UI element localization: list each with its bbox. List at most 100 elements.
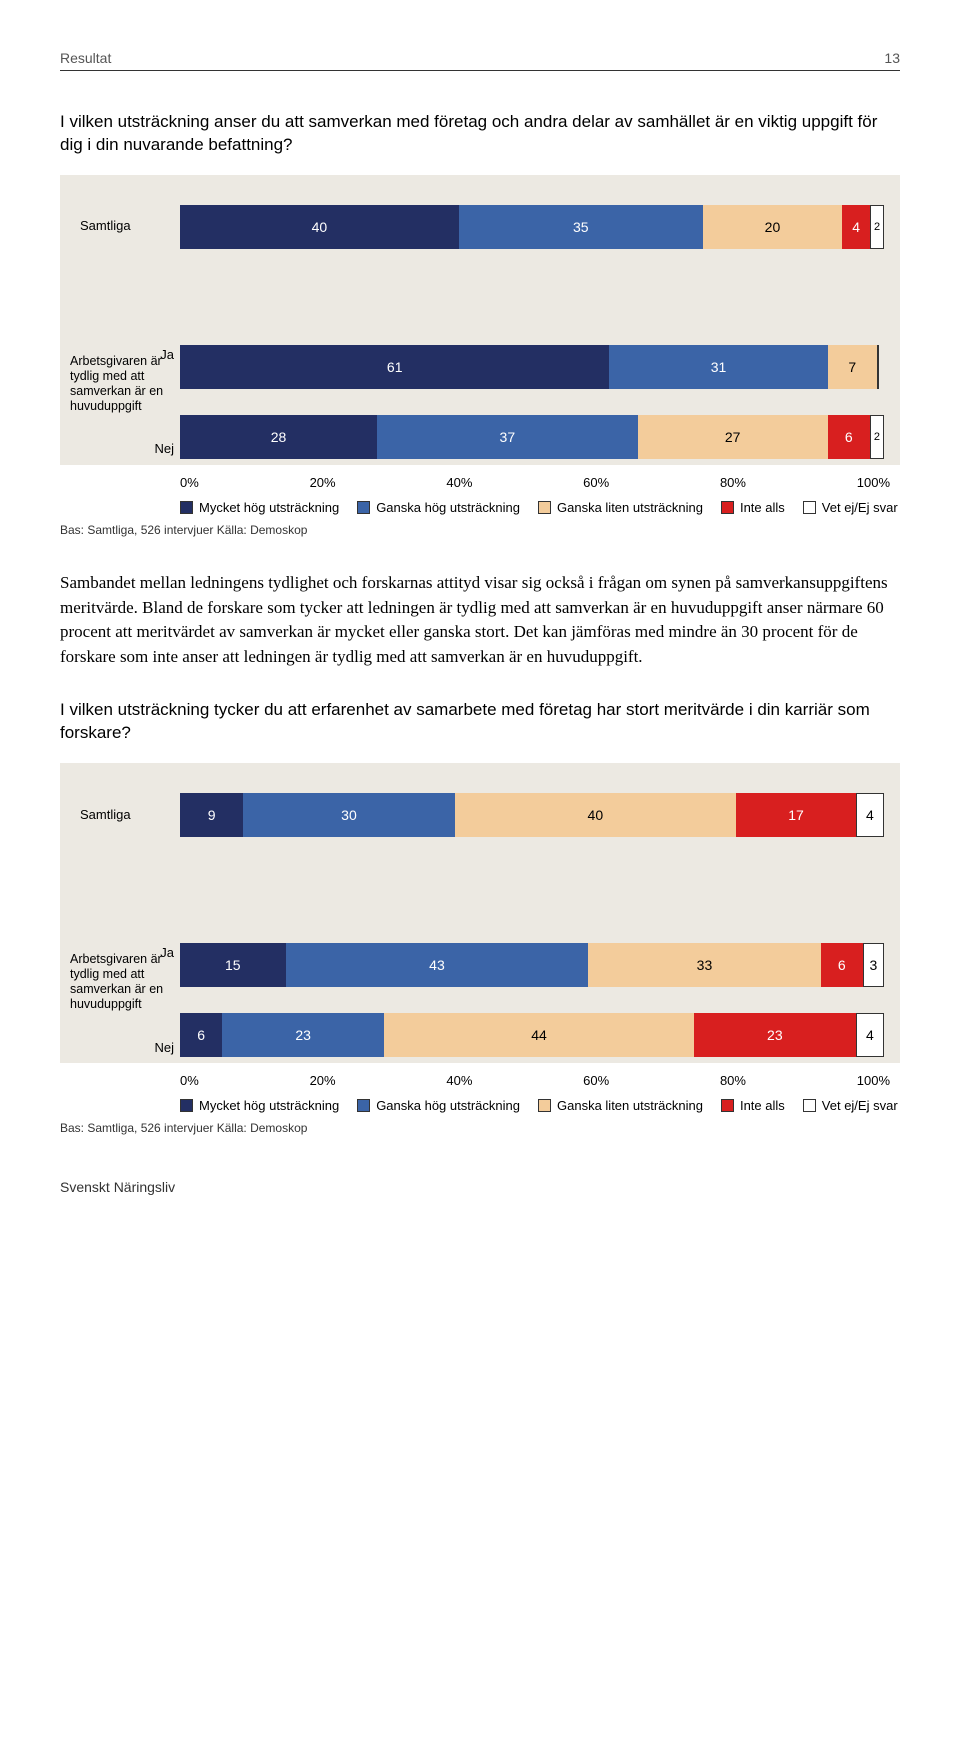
chart2-row3-bar: 62344234 — [180, 1013, 894, 1057]
axis-tick: 0% — [180, 475, 199, 490]
legend-item: Ganska liten utsträckning — [538, 1098, 703, 1113]
legend-label: Vet ej/Ej svar — [822, 500, 898, 515]
bar-segment: 23 — [694, 1013, 856, 1057]
axis-tick: 40% — [446, 475, 472, 490]
bar-segment: 4 — [856, 793, 884, 837]
swatch-icon — [357, 1099, 370, 1112]
axis-tick: 80% — [720, 475, 746, 490]
bar-segment — [877, 345, 879, 389]
page-number: 13 — [884, 50, 900, 66]
bar-segment: 7 — [828, 345, 877, 389]
chart1-group-label: Arbetsgivaren är tydlig med att samverka… — [70, 354, 170, 414]
chart1-row1-bar: 40352042 — [180, 205, 894, 249]
legend-item: Inte alls — [721, 1098, 785, 1113]
chart1-group-label-block: Ja Arbetsgivaren är tydlig med att samve… — [60, 339, 180, 465]
bar-segment: 23 — [222, 1013, 384, 1057]
axis-tick: 0% — [180, 1073, 199, 1088]
swatch-icon — [803, 1099, 816, 1112]
page-header: Resultat 13 — [60, 50, 900, 71]
legend-item: Ganska hög utsträckning — [357, 1098, 520, 1113]
bar-segment: 3 — [863, 943, 884, 987]
bar-segment: 15 — [180, 943, 286, 987]
legend-label: Ganska hög utsträckning — [376, 500, 520, 515]
chart1-row3-bar: 28372762 — [180, 415, 894, 459]
bar-segment: 4 — [856, 1013, 884, 1057]
bar-segment: 6 — [821, 943, 863, 987]
chart1-legend: Mycket hög utsträckning Ganska hög utstr… — [60, 494, 900, 523]
chart2-group-label: Arbetsgivaren är tydlig med att samverka… — [70, 952, 170, 1012]
bar-segment: 30 — [243, 793, 454, 837]
bar-segment: 37 — [377, 415, 637, 459]
legend-item: Mycket hög utsträckning — [180, 500, 339, 515]
chart2-row2-bar: 15433363 — [180, 943, 894, 987]
bar-segment: 20 — [703, 205, 842, 249]
axis-tick: 60% — [583, 1073, 609, 1088]
legend-label: Inte alls — [740, 1098, 785, 1113]
swatch-icon — [357, 501, 370, 514]
chart1-question: I vilken utsträckning anser du att samve… — [60, 111, 900, 157]
bar-segment: 4 — [842, 205, 870, 249]
bar-segment: 35 — [459, 205, 703, 249]
bar-segment: 6 — [180, 1013, 222, 1057]
legend-item: Vet ej/Ej svar — [803, 500, 898, 515]
bar-segment: 2 — [870, 205, 884, 249]
bar-segment: 31 — [609, 345, 827, 389]
swatch-icon — [180, 1099, 193, 1112]
chart1-row3-label: Nej — [154, 441, 174, 457]
axis-tick: 20% — [310, 1073, 336, 1088]
body-paragraph: Sambandet mellan ledningens tydlighet oc… — [60, 571, 900, 670]
bar-segment: 33 — [588, 943, 820, 987]
bar-segment: 6 — [828, 415, 870, 459]
swatch-icon — [721, 1099, 734, 1112]
chart2-question: I vilken utsträckning tycker du att erfa… — [60, 699, 900, 745]
bar-segment: 2 — [870, 415, 884, 459]
chart2-row1-bar: 93040174 — [180, 793, 894, 837]
chart2: Samtliga 93040174 Ja Arbetsgivaren är ty… — [60, 763, 900, 1063]
bar-segment: 40 — [180, 205, 459, 249]
chart2-source: Bas: Samtliga, 526 intervjuer Källa: Dem… — [60, 1121, 900, 1135]
bar-segment: 28 — [180, 415, 377, 459]
chart1-row2-bar: 61317 — [180, 345, 894, 389]
footer: Svenskt Näringsliv — [60, 1179, 900, 1195]
legend-item: Mycket hög utsträckning — [180, 1098, 339, 1113]
chart1-row1-label: Samtliga — [60, 175, 180, 279]
chart1: Samtliga 40352042 Ja Arbetsgivaren är ty… — [60, 175, 900, 465]
legend-label: Mycket hög utsträckning — [199, 1098, 339, 1113]
bar-segment: 44 — [384, 1013, 694, 1057]
bar-segment: 9 — [180, 793, 243, 837]
chart2-group-label-block: Ja Arbetsgivaren är tydlig med att samve… — [60, 937, 180, 1063]
legend-label: Ganska liten utsträckning — [557, 500, 703, 515]
section-label: Resultat — [60, 50, 111, 66]
chart1-axis: 0% 20% 40% 60% 80% 100% — [60, 469, 900, 490]
legend-item: Vet ej/Ej svar — [803, 1098, 898, 1113]
chart2-row1-label: Samtliga — [60, 763, 180, 867]
legend-label: Inte alls — [740, 500, 785, 515]
swatch-icon — [803, 501, 816, 514]
axis-tick: 100% — [857, 475, 890, 490]
chart1-source: Bas: Samtliga, 526 intervjuer Källa: Dem… — [60, 523, 900, 537]
axis-tick: 80% — [720, 1073, 746, 1088]
bar-segment: 40 — [455, 793, 737, 837]
legend-item: Ganska hög utsträckning — [357, 500, 520, 515]
legend-item: Inte alls — [721, 500, 785, 515]
legend-label: Ganska hög utsträckning — [376, 1098, 520, 1113]
legend-label: Vet ej/Ej svar — [822, 1098, 898, 1113]
bar-segment: 27 — [638, 415, 828, 459]
bar-segment: 43 — [286, 943, 589, 987]
axis-tick: 60% — [583, 475, 609, 490]
chart2-legend: Mycket hög utsträckning Ganska hög utstr… — [60, 1092, 900, 1121]
chart2-row3-label: Nej — [154, 1040, 174, 1056]
legend-item: Ganska liten utsträckning — [538, 500, 703, 515]
bar-segment: 17 — [736, 793, 856, 837]
legend-label: Ganska liten utsträckning — [557, 1098, 703, 1113]
chart2-axis: 0% 20% 40% 60% 80% 100% — [60, 1067, 900, 1088]
axis-tick: 20% — [310, 475, 336, 490]
axis-tick: 40% — [446, 1073, 472, 1088]
swatch-icon — [538, 501, 551, 514]
swatch-icon — [180, 501, 193, 514]
axis-tick: 100% — [857, 1073, 890, 1088]
swatch-icon — [538, 1099, 551, 1112]
legend-label: Mycket hög utsträckning — [199, 500, 339, 515]
bar-segment: 61 — [180, 345, 609, 389]
swatch-icon — [721, 501, 734, 514]
